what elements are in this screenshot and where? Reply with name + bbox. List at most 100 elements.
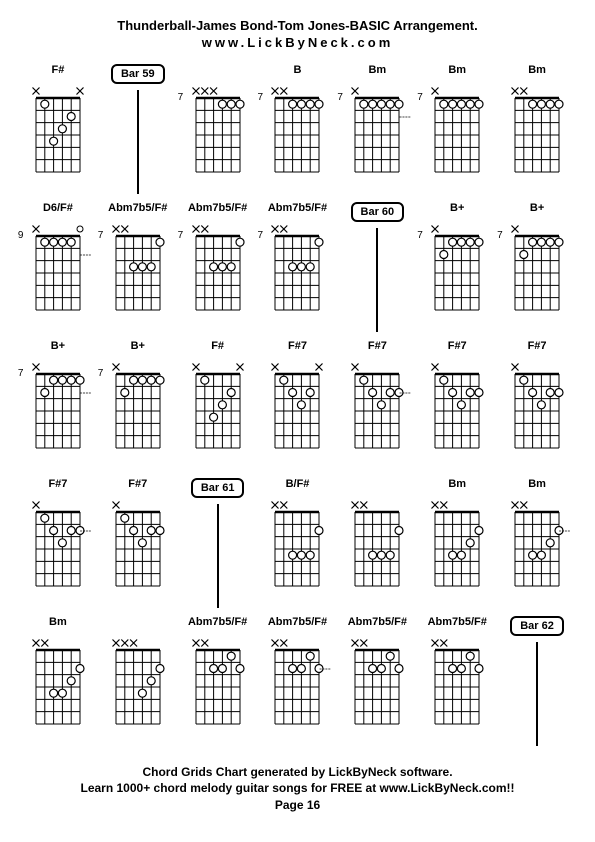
chord-name-label: F#7	[368, 340, 387, 356]
chord-diagram	[269, 360, 325, 452]
chord-cell: Abm7b5/F#	[419, 616, 495, 746]
chord-diagram: 7	[110, 222, 166, 314]
bar-marker-cell: Bar 62	[499, 616, 575, 746]
chord-diagram: 7	[190, 84, 246, 176]
bar-marker-cell: Bar 61	[180, 478, 256, 608]
chord-diagram	[269, 498, 325, 590]
chord-name-label: Abm7b5/F#	[428, 616, 487, 632]
chord-diagram: 9┊	[30, 222, 86, 314]
chord-cell: Abm7b5/F#7	[260, 202, 336, 332]
chord-name-label: B	[294, 64, 302, 80]
fret-number: 7	[178, 92, 184, 103]
chord-cell: Bm	[499, 64, 575, 194]
chord-name-label: Bm	[448, 478, 466, 494]
chord-cell	[339, 478, 415, 608]
chord-name-label: Bm	[49, 616, 67, 632]
chord-diagram: 7┊	[349, 84, 405, 176]
fret-number: 7	[98, 368, 104, 379]
chord-grid: F#Bar 597B7Bm7┊Bm7BmD6/F#9┊Abm7b5/F#7Abm…	[0, 50, 595, 746]
chord-name-label: F#	[211, 340, 224, 356]
chord-cell: F#7	[419, 340, 495, 470]
bar-marker-line	[536, 642, 538, 746]
chord-cell: Abm7b5/F#┊	[260, 616, 336, 746]
fret-number: 7	[18, 368, 24, 379]
chord-diagram: 7	[110, 360, 166, 452]
bar-marker-label: Bar 61	[191, 478, 245, 498]
chord-diagram: 7	[509, 222, 565, 314]
bar-marker-cell: Bar 60	[339, 202, 415, 332]
fret-number: 7	[257, 230, 263, 241]
chord-name-label: Abm7b5/F#	[348, 616, 407, 632]
chord-diagram: ┊	[349, 360, 405, 452]
fret-number: 7	[178, 230, 184, 241]
chord-cell: B+ 7	[100, 340, 176, 470]
chord-diagram	[509, 360, 565, 452]
dash-separator: ┊	[398, 390, 409, 396]
fret-number: 7	[417, 92, 423, 103]
chord-cell: F#7	[260, 340, 336, 470]
fret-number: 7	[98, 230, 104, 241]
chord-name-label: Abm7b5/F#	[108, 202, 167, 218]
chord-diagram	[429, 360, 485, 452]
chord-diagram	[110, 498, 166, 590]
chord-diagram	[349, 636, 405, 728]
chord-cell: B+ 7	[419, 202, 495, 332]
page-number: Page 16	[0, 797, 595, 814]
fret-number: 7	[497, 230, 503, 241]
chord-cell: B+ 7	[499, 202, 575, 332]
footer-line-1: Chord Grids Chart generated by LickByNec…	[0, 764, 595, 781]
chord-diagram	[429, 498, 485, 590]
chord-cell: F#7 ┊	[339, 340, 415, 470]
chord-diagram	[429, 636, 485, 728]
fret-number: 9	[18, 230, 24, 241]
chord-diagram: ┊	[509, 498, 565, 590]
chord-cell: Bm	[419, 478, 495, 608]
chord-cell: Bm┊	[499, 478, 575, 608]
footer-line-2: Learn 1000+ chord melody guitar songs fo…	[0, 780, 595, 797]
dash-separator: ┊	[318, 666, 329, 672]
chord-diagram	[110, 636, 166, 728]
chord-name-label: Bm	[368, 64, 386, 80]
chord-diagram: 7	[429, 222, 485, 314]
chord-name-label: D6/F#	[43, 202, 73, 218]
chord-diagram	[30, 636, 86, 728]
chord-cell	[100, 616, 176, 746]
bar-marker-cell: Bar 59	[100, 64, 176, 194]
chord-cell: B+7┊	[20, 340, 96, 470]
chord-name-label: F#7	[288, 340, 307, 356]
chord-cell: Abm7b5/F#	[180, 616, 256, 746]
chord-cell: Bm	[20, 616, 96, 746]
chord-name-label: Abm7b5/F#	[188, 202, 247, 218]
chord-name-label: Bm	[528, 64, 546, 80]
chord-diagram: 7	[269, 222, 325, 314]
chord-name-label: B/F#	[286, 478, 310, 494]
chord-cell: Abm7b5/F# 7	[180, 202, 256, 332]
chord-cell: Abm7b5/F# 7	[100, 202, 176, 332]
fret-number: 7	[417, 230, 423, 241]
chord-name-label: F#7	[528, 340, 547, 356]
fret-number: 7	[337, 92, 343, 103]
bar-marker-label: Bar 62	[510, 616, 564, 636]
chord-cell: F#7┊	[20, 478, 96, 608]
chord-cell: F#7	[100, 478, 176, 608]
chord-name-label: F#7	[128, 478, 147, 494]
bar-marker-label: Bar 59	[111, 64, 165, 84]
page-title: Thunderball-James Bond-Tom Jones-BASIC A…	[0, 0, 595, 33]
chord-diagram: ┊	[30, 498, 86, 590]
dash-separator: ┊	[79, 390, 90, 396]
chord-name-label: B+	[131, 340, 145, 356]
dash-separator: ┊	[79, 252, 90, 258]
chord-name-label: F#7	[448, 340, 467, 356]
chord-cell: F#	[180, 340, 256, 470]
chord-cell: B/F#	[260, 478, 336, 608]
chord-cell: F#	[20, 64, 96, 194]
chord-name-label: F#	[52, 64, 65, 80]
chord-diagram: 7┊	[30, 360, 86, 452]
chord-diagram	[190, 636, 246, 728]
chord-diagram	[190, 360, 246, 452]
bar-marker-label: Bar 60	[351, 202, 405, 222]
chord-diagram: ┊	[269, 636, 325, 728]
chord-name-label: B+	[530, 202, 544, 218]
chord-name-label: B+	[450, 202, 464, 218]
page-subtitle: www.LickByNeck.com	[0, 33, 595, 50]
